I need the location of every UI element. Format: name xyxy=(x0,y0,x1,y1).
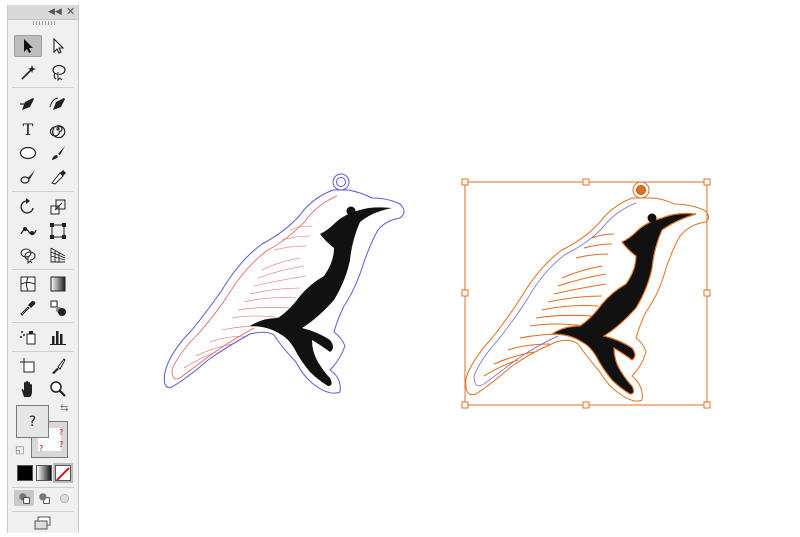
free-transform-icon xyxy=(50,223,66,239)
zoom-icon xyxy=(50,381,66,397)
artboard-tool[interactable] xyxy=(14,355,42,377)
none-icon[interactable] xyxy=(53,463,73,483)
slice-tool[interactable] xyxy=(44,355,72,377)
type-icon: T xyxy=(22,119,34,139)
artboard-icon xyxy=(20,358,35,373)
resize-handle-nw xyxy=(461,178,469,186)
resize-handle-e xyxy=(703,289,711,297)
draw-inside-icon[interactable] xyxy=(54,490,74,506)
tools-panel-titlebar[interactable]: ◀◀ ✕ xyxy=(8,5,78,20)
bird-left-outline[interactable] xyxy=(163,173,405,394)
pen-tool[interactable] xyxy=(14,93,42,115)
magic-wand-icon xyxy=(21,65,36,80)
arrow-black-icon xyxy=(24,39,33,53)
eraser-icon xyxy=(51,170,66,185)
eyedropper-tool[interactable] xyxy=(14,297,42,319)
fill-swatch[interactable]: ? xyxy=(16,405,49,438)
blend-icon xyxy=(50,300,66,316)
fill-swatch-label: ? xyxy=(28,413,37,430)
rotate-tool[interactable] xyxy=(14,196,42,218)
stroke-mark: ? xyxy=(59,440,64,449)
artwork xyxy=(163,173,711,409)
panel-grip[interactable] xyxy=(33,21,55,25)
arrow-white-icon xyxy=(53,37,65,54)
brush-icon xyxy=(52,146,65,160)
column-graph-icon xyxy=(50,331,66,345)
screen-mode-glyph xyxy=(34,516,51,530)
type-tool[interactable]: T xyxy=(14,118,42,140)
close-panel-icon[interactable]: ✕ xyxy=(66,5,76,18)
hand-icon xyxy=(21,381,32,397)
stroke-mark: ? xyxy=(39,444,44,453)
separator xyxy=(12,87,74,88)
mesh-icon xyxy=(20,276,36,292)
hand-tool[interactable] xyxy=(14,378,42,400)
resize-handle-sw xyxy=(461,401,469,409)
pen-icon xyxy=(20,98,34,110)
shape-builder-icon xyxy=(20,248,36,264)
collapse-panel-icon[interactable]: ◀◀ xyxy=(48,7,62,17)
puppet-warp-tool[interactable] xyxy=(14,220,42,242)
none-slash-icon xyxy=(56,467,70,481)
direct-selection-tool[interactable] xyxy=(44,35,72,57)
zoom-tool[interactable] xyxy=(44,378,72,400)
blend-tool[interactable] xyxy=(44,297,72,319)
scale-icon xyxy=(50,199,66,215)
lasso-tool[interactable] xyxy=(44,61,72,83)
default-fill-stroke-icon[interactable]: ◱ xyxy=(15,445,25,456)
resize-handle-se xyxy=(703,401,711,409)
separator xyxy=(12,487,74,488)
color-icon[interactable] xyxy=(17,465,33,481)
screen-mode-icon[interactable] xyxy=(29,512,57,534)
magic-wand-tool[interactable] xyxy=(14,61,42,83)
draw-behind-icon[interactable] xyxy=(34,490,54,506)
lasso-icon xyxy=(52,64,66,81)
symbol-sprayer-icon xyxy=(20,331,36,345)
separator xyxy=(12,351,74,352)
gradient-tool[interactable] xyxy=(44,273,72,295)
eraser-tool[interactable] xyxy=(44,166,72,188)
scale-tool[interactable] xyxy=(44,196,72,218)
stroke-mark: ? xyxy=(59,428,64,437)
perspective-grid-tool[interactable] xyxy=(44,244,72,266)
selection-tool[interactable] xyxy=(14,35,42,57)
paintbrush-tool[interactable] xyxy=(44,142,72,164)
artboard-canvas[interactable] xyxy=(80,0,800,533)
tools-panel: ◀◀ ✕ T xyxy=(7,5,79,533)
swap-fill-stroke-icon[interactable]: ⇆ xyxy=(60,403,69,414)
bird-right-selected[interactable] xyxy=(465,181,710,402)
shape-builder-tool[interactable] xyxy=(14,244,42,266)
rotate-icon xyxy=(20,198,34,214)
curvature-pen-icon xyxy=(49,97,65,110)
column-graph-tool[interactable] xyxy=(44,326,72,348)
resize-handle-n xyxy=(582,178,590,186)
resize-handle-w xyxy=(461,289,469,297)
mesh-tool[interactable] xyxy=(14,273,42,295)
separator xyxy=(12,269,74,270)
blob-brush-tool[interactable] xyxy=(14,166,42,188)
eyedropper-icon xyxy=(20,301,36,316)
curvature-tool[interactable] xyxy=(44,93,72,115)
separator xyxy=(12,191,74,192)
resize-handle-s xyxy=(582,401,590,409)
spiral-tool[interactable] xyxy=(44,118,72,140)
separator xyxy=(12,322,74,323)
ellipse-tool[interactable] xyxy=(14,142,42,164)
gradient-icon xyxy=(50,276,66,292)
perspective-grid-icon xyxy=(50,247,66,263)
draw-normal-icon[interactable] xyxy=(14,490,34,506)
blob-brush-icon xyxy=(20,170,35,184)
separator xyxy=(12,511,74,512)
puppet-warp-icon xyxy=(20,227,37,236)
ellipse-icon xyxy=(19,146,37,160)
resize-handle-ne xyxy=(703,178,711,186)
spiral-icon xyxy=(49,125,66,138)
selection-bounding-box[interactable] xyxy=(461,178,711,409)
gradient-swatch-icon[interactable] xyxy=(36,465,52,481)
symbol-sprayer-tool[interactable] xyxy=(14,326,42,348)
slice-icon xyxy=(52,358,66,374)
free-transform-tool[interactable] xyxy=(44,220,72,242)
